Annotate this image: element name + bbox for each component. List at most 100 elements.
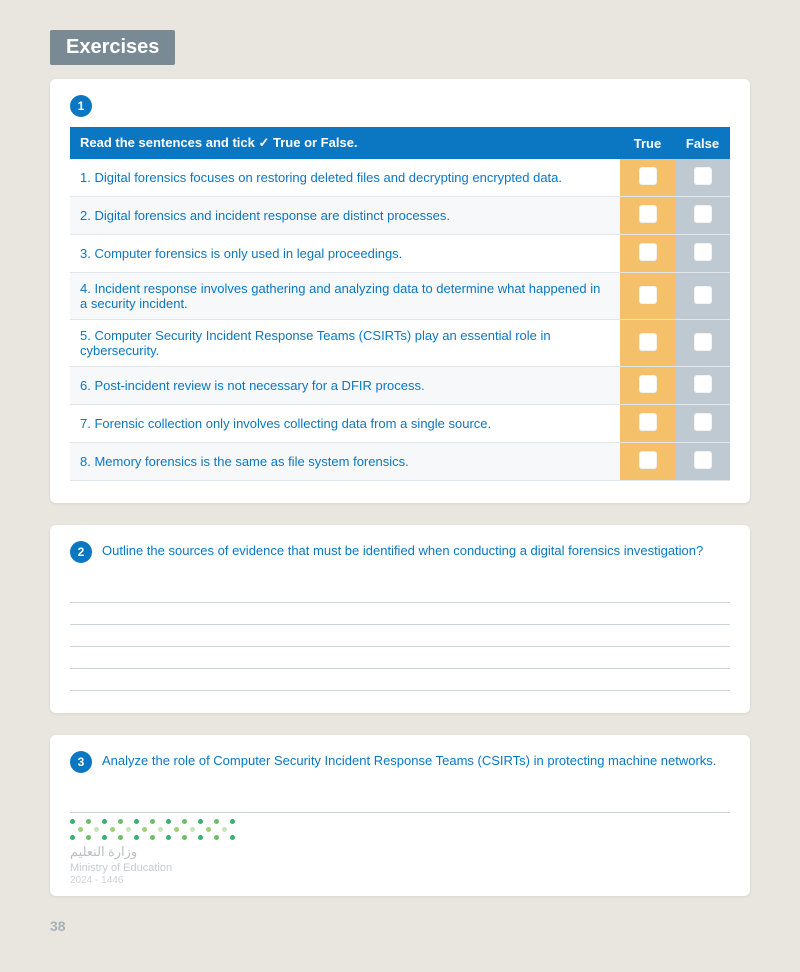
logo-dot — [222, 827, 227, 832]
logo-dot — [78, 819, 83, 824]
logo-dot — [158, 827, 163, 832]
check-icon: ✓ — [258, 135, 269, 150]
question-number-3: 3 — [70, 751, 92, 773]
ministry-year: 2024 - 1446 — [70, 875, 730, 886]
false-checkbox-cell[interactable] — [675, 443, 730, 481]
logo-dot — [182, 819, 187, 824]
logo-dot — [70, 819, 75, 824]
true-checkbox-cell[interactable] — [620, 443, 675, 481]
true-false-table: Read the sentences and tick ✓ True or Fa… — [70, 127, 730, 481]
ministry-logo-dots — [70, 819, 730, 840]
true-checkbox-cell[interactable] — [620, 159, 675, 197]
false-checkbox-cell[interactable] — [675, 273, 730, 320]
true-checkbox-cell[interactable] — [620, 197, 675, 235]
checkbox-icon — [694, 451, 712, 469]
tf-statement: 8. Memory forensics is the same as file … — [70, 443, 620, 481]
logo-dot — [230, 835, 235, 840]
logo-dot — [158, 835, 163, 840]
logo-dot — [94, 835, 99, 840]
logo-dot — [182, 835, 187, 840]
logo-dot — [190, 827, 195, 832]
false-checkbox-cell[interactable] — [675, 197, 730, 235]
true-checkbox-cell[interactable] — [620, 367, 675, 405]
logo-dot — [214, 819, 219, 824]
tf-statement: 3. Computer forensics is only used in le… — [70, 235, 620, 273]
question-2-prompt: Outline the sources of evidence that mus… — [102, 541, 703, 561]
logo-dot — [126, 827, 131, 832]
checkbox-icon — [694, 167, 712, 185]
logo-dot — [134, 819, 139, 824]
true-checkbox-cell[interactable] — [620, 405, 675, 443]
true-false-table-wrap: Read the sentences and tick ✓ True or Fa… — [70, 127, 730, 481]
logo-dot — [206, 819, 211, 824]
false-checkbox-cell[interactable] — [675, 320, 730, 367]
exercises-heading: Exercises — [50, 30, 175, 65]
answer-lines-q3 — [70, 791, 730, 813]
logo-dot — [214, 827, 219, 832]
logo-dot — [70, 835, 75, 840]
tf-header-text: Read the sentences and tick — [80, 135, 255, 150]
checkbox-icon — [694, 243, 712, 261]
logo-dot — [86, 819, 91, 824]
logo-dot — [198, 819, 203, 824]
question-number-1: 1 — [70, 95, 92, 117]
logo-dot — [86, 835, 91, 840]
logo-dot — [142, 835, 147, 840]
answer-line — [70, 791, 730, 813]
logo-dot — [134, 835, 139, 840]
tf-statement: 5. Computer Security Incident Response T… — [70, 320, 620, 367]
checkbox-icon — [694, 286, 712, 304]
true-checkbox-cell[interactable] — [620, 235, 675, 273]
logo-dot — [174, 827, 179, 832]
logo-dot — [78, 827, 83, 832]
tf-statement: 1. Digital forensics focuses on restorin… — [70, 159, 620, 197]
logo-dot — [134, 827, 139, 832]
checkbox-icon — [694, 333, 712, 351]
tf-header-tail: True or False. — [273, 135, 358, 150]
false-checkbox-cell[interactable] — [675, 159, 730, 197]
question-3-card: 3 Analyze the role of Computer Security … — [50, 735, 750, 896]
false-checkbox-cell[interactable] — [675, 235, 730, 273]
logo-dot — [142, 819, 147, 824]
logo-dot — [166, 827, 171, 832]
logo-dot — [118, 835, 123, 840]
logo-dot — [110, 819, 115, 824]
logo-dot — [206, 835, 211, 840]
checkbox-icon — [694, 375, 712, 393]
logo-dot — [230, 819, 235, 824]
logo-dot — [110, 827, 115, 832]
logo-dot — [110, 835, 115, 840]
logo-dot — [214, 835, 219, 840]
logo-dot — [166, 819, 171, 824]
false-checkbox-cell[interactable] — [675, 405, 730, 443]
logo-dot — [222, 835, 227, 840]
false-checkbox-cell[interactable] — [675, 367, 730, 405]
ministry-arabic: وزارة التعليم — [70, 844, 730, 860]
checkbox-icon — [639, 205, 657, 223]
logo-dot — [142, 827, 147, 832]
answer-line — [70, 669, 730, 691]
logo-dot — [198, 827, 203, 832]
logo-dot — [190, 819, 195, 824]
checkbox-icon — [639, 286, 657, 304]
true-checkbox-cell[interactable] — [620, 320, 675, 367]
answer-line — [70, 603, 730, 625]
true-checkbox-cell[interactable] — [620, 273, 675, 320]
question-3-prompt: Analyze the role of Computer Security In… — [102, 751, 716, 771]
logo-dot — [118, 827, 123, 832]
tf-statement: 4. Incident response involves gathering … — [70, 273, 620, 320]
logo-dot — [150, 835, 155, 840]
answer-lines-q2 — [70, 581, 730, 691]
logo-dot — [166, 835, 171, 840]
page-number: 38 — [50, 918, 750, 934]
logo-dot — [182, 827, 187, 832]
logo-dot — [206, 827, 211, 832]
checkbox-icon — [639, 413, 657, 431]
answer-line — [70, 647, 730, 669]
logo-dot — [190, 835, 195, 840]
checkbox-icon — [694, 413, 712, 431]
true-column-header: True — [620, 127, 675, 159]
logo-dot — [174, 835, 179, 840]
logo-dot — [158, 819, 163, 824]
question-number-2: 2 — [70, 541, 92, 563]
